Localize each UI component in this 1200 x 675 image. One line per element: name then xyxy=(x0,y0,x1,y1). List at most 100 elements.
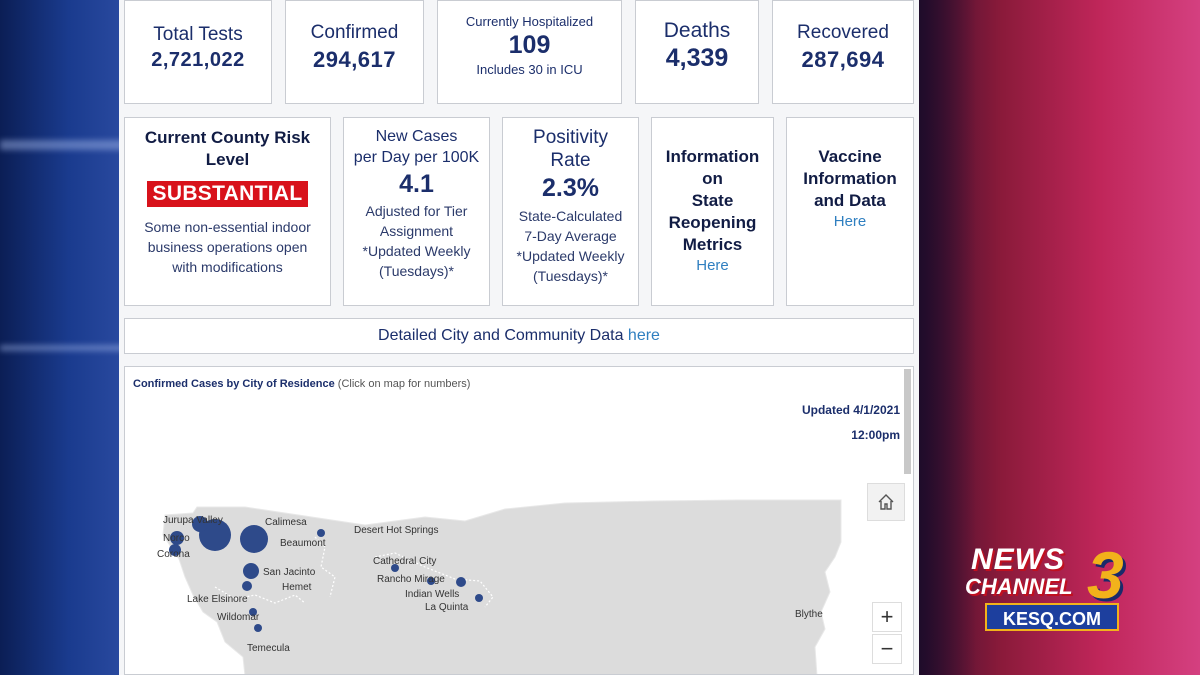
recovered-label: Recovered xyxy=(797,22,889,43)
logo-number: 3 xyxy=(1087,538,1124,612)
positivity-label-line1: Positivity xyxy=(533,127,608,148)
positivity-label-line2: Rate xyxy=(550,150,591,171)
city-label-beaumont: Beaumont xyxy=(280,538,326,549)
vaccine-line2: Information xyxy=(803,169,897,188)
map-panel[interactable]: Confirmed Cases by City of Residence (Cl… xyxy=(124,366,914,675)
risk-desc-line3: with modifications xyxy=(172,259,283,275)
positivity-value: 2.3% xyxy=(542,174,599,202)
zoom-out-button[interactable]: − xyxy=(872,634,902,664)
zoom-in-button[interactable]: + xyxy=(872,602,902,632)
new-cases-note-line3: *Updated Weekly xyxy=(362,243,471,259)
city-bubble-norco[interactable] xyxy=(170,531,184,545)
deaths-label: Deaths xyxy=(663,19,731,42)
city-bubble-san-jacinto[interactable] xyxy=(243,563,259,579)
hospitalized-card: Currently Hospitalized 109 Includes 30 i… xyxy=(437,0,622,104)
new-cases-note-line4: (Tuesdays)* xyxy=(379,263,454,279)
new-cases-card: New Cases per Day per 100K 4.1 Adjusted … xyxy=(343,117,490,306)
background-right xyxy=(916,0,1200,675)
border-pattern xyxy=(214,536,494,608)
city-data-bar: Detailed City and Community Data here xyxy=(124,318,914,354)
risk-level-badge: SUBSTANTIAL xyxy=(146,181,309,207)
city-label-la-quinta: La Quinta xyxy=(425,602,469,613)
logo-site: KESQ.COM xyxy=(985,603,1119,631)
reopening-line1: Information xyxy=(665,147,760,166)
recovered-card: Recovered 287,694 xyxy=(772,0,914,104)
hospitalized-note: Includes 30 in ICU xyxy=(476,62,583,77)
reopening-line2: on xyxy=(702,169,723,188)
total-tests-card: Total Tests 2,721,022 xyxy=(124,0,272,104)
positivity-note-line1: State-Calculated xyxy=(518,208,623,224)
city-bubble-jurupa-valley[interactable] xyxy=(192,516,208,532)
reopening-metrics-card[interactable]: Information on State Reopening Metrics H… xyxy=(651,117,774,306)
positivity-note-line4: (Tuesdays)* xyxy=(533,268,608,284)
total-tests-value: 2,721,022 xyxy=(151,49,245,71)
reopening-line4: Reopening xyxy=(668,213,757,232)
map-title: Confirmed Cases by City of Residence (Cl… xyxy=(133,378,470,390)
background-left xyxy=(0,0,125,675)
city-label-desert-hot-springs: Desert Hot Springs xyxy=(354,525,438,536)
total-tests-label: Total Tests xyxy=(153,24,243,45)
confirmed-label: Confirmed xyxy=(310,22,399,43)
reopening-line5: Metrics xyxy=(682,235,743,254)
risk-title-line2: Level xyxy=(205,150,250,169)
reopening-here-link[interactable]: Here xyxy=(696,257,729,274)
reopening-line3: State xyxy=(691,191,734,210)
new-cases-label-line2: per Day per 100K xyxy=(353,149,480,166)
risk-desc-line2: business operations open xyxy=(147,239,308,255)
vaccine-info-card[interactable]: Vaccine Information and Data Here xyxy=(786,117,914,306)
city-label-hemet: Hemet xyxy=(282,582,312,593)
city-bubble-wildomar[interactable] xyxy=(249,608,257,616)
city-label-indian-wells: Indian Wells xyxy=(405,589,459,600)
city-labels: Jurupa Valley Norco Corona Calimesa Beaumont… xyxy=(157,515,823,654)
deaths-card: Deaths 4,339 xyxy=(635,0,759,104)
city-label-san-jacinto: San Jacinto xyxy=(263,567,316,578)
city-label-lake-elsinore: Lake Elsinore xyxy=(187,594,248,605)
vaccine-line1: Vaccine xyxy=(818,147,882,166)
new-cases-note-line2: Assignment xyxy=(379,223,454,239)
map-updated-time: 12:00pm xyxy=(851,428,900,442)
city-label-calimesa: Calimesa xyxy=(265,517,307,528)
city-bubble-rancho-mirage[interactable] xyxy=(427,577,435,585)
positivity-note-line2: 7-Day Average xyxy=(524,228,617,244)
confirmed-card: Confirmed 294,617 xyxy=(285,0,424,104)
positivity-card: Positivity Rate 2.3% State-Calculated 7-… xyxy=(502,117,639,306)
new-cases-value: 4.1 xyxy=(399,170,434,198)
map-subtitle: (Click on map for numbers) xyxy=(337,378,471,390)
risk-desc-line1: Some non-essential indoor xyxy=(144,219,311,235)
map-title-text: Confirmed Cases by City of Residence xyxy=(133,378,335,390)
city-bubble-extra[interactable] xyxy=(317,529,325,537)
risk-level-card: Current County Risk Level SUBSTANTIAL So… xyxy=(124,117,331,306)
home-icon xyxy=(878,494,894,510)
city-data-text: Detailed City and Community Data xyxy=(378,327,624,344)
city-label-jurupa-valley: Jurupa Valley xyxy=(163,515,223,526)
map-updated-date: Updated 4/1/2021 xyxy=(801,403,900,417)
confirmed-value: 294,617 xyxy=(312,47,397,72)
home-button[interactable] xyxy=(867,483,905,521)
new-cases-label-line1: New Cases xyxy=(375,128,458,145)
city-bubble-beaumont[interactable] xyxy=(240,525,268,553)
hospitalized-value: 109 xyxy=(508,31,551,59)
city-label-rancho-mirage: Rancho Mirage xyxy=(377,574,445,585)
positivity-note-line3: *Updated Weekly xyxy=(516,248,625,264)
city-bubbles[interactable] xyxy=(169,516,483,632)
new-cases-note-line1: Adjusted for Tier xyxy=(365,203,468,219)
city-bubble-cathedral-city[interactable] xyxy=(391,564,399,572)
vaccine-line3: and Data xyxy=(814,191,886,210)
county-shape xyxy=(162,499,842,674)
city-label-wildomar: Wildomar xyxy=(217,612,260,623)
city-bubble-la-quinta[interactable] xyxy=(475,594,483,602)
deaths-value: 4,339 xyxy=(665,44,729,72)
vaccine-here-link[interactable]: Here xyxy=(833,213,867,230)
county-map[interactable]: Jurupa Valley Norco Corona Calimesa Beaumont… xyxy=(125,367,914,675)
logo-news: NEWS xyxy=(971,543,1065,576)
city-bubble-lake-elsinore[interactable] xyxy=(242,581,252,591)
city-bubble-indian-wells[interactable] xyxy=(456,577,466,587)
city-label-blythe: Blythe xyxy=(795,609,823,620)
city-data-here-link[interactable]: here xyxy=(627,327,660,344)
city-label-cathedral-city: Cathedral City xyxy=(373,556,436,567)
map-scrollbar[interactable] xyxy=(904,369,911,474)
city-label-norco: Norco xyxy=(163,533,190,544)
city-bubble-temecula[interactable] xyxy=(254,624,262,632)
city-label-temecula: Temecula xyxy=(247,643,290,654)
city-bubble-corona[interactable] xyxy=(169,544,181,556)
